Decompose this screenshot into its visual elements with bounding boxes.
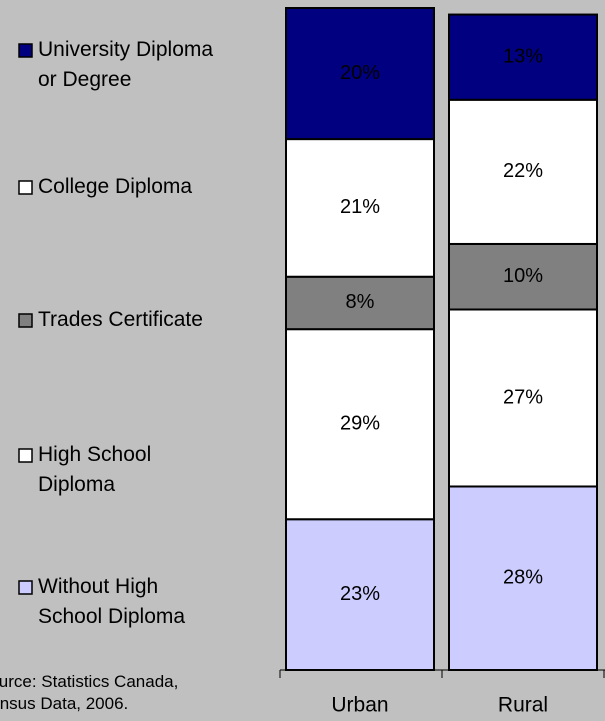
legend-label: University Diploma or Degree xyxy=(38,38,213,91)
bar-segment xyxy=(285,518,435,671)
bar-segment xyxy=(448,98,598,245)
legend-swatch xyxy=(18,580,33,595)
bar-segment xyxy=(285,7,435,141)
legend-label: College Diploma xyxy=(38,175,192,198)
legend-swatch xyxy=(18,448,33,463)
bar-segment xyxy=(285,328,435,521)
bar-segment xyxy=(448,308,598,488)
value-label: 20% xyxy=(340,62,380,84)
value-label: 21% xyxy=(340,196,380,218)
legend-swatch xyxy=(18,43,33,58)
legend-swatch xyxy=(18,180,33,195)
value-label: 13% xyxy=(503,45,543,67)
bar-segment xyxy=(285,138,435,278)
bar-segment xyxy=(448,13,598,101)
value-label: 28% xyxy=(503,567,543,589)
legend-label: Trades Certificate xyxy=(38,308,203,331)
x-tick-label: Urban xyxy=(331,694,388,717)
x-tick-label: Rural xyxy=(498,694,548,717)
legend-label: Without High School Diploma xyxy=(38,575,185,628)
value-label: 8% xyxy=(346,291,375,313)
value-label: 23% xyxy=(340,583,380,605)
value-label: 29% xyxy=(340,412,380,434)
bar-segment xyxy=(448,242,598,311)
legend-swatch xyxy=(18,313,33,328)
value-label: 22% xyxy=(503,160,543,182)
source-note: Source: Statistics Canada,Census Data, 2… xyxy=(0,672,178,713)
value-label: 10% xyxy=(503,265,543,287)
value-label: 27% xyxy=(503,386,543,408)
bar-segment xyxy=(448,485,598,671)
legend-label: High School Diploma xyxy=(38,443,151,496)
